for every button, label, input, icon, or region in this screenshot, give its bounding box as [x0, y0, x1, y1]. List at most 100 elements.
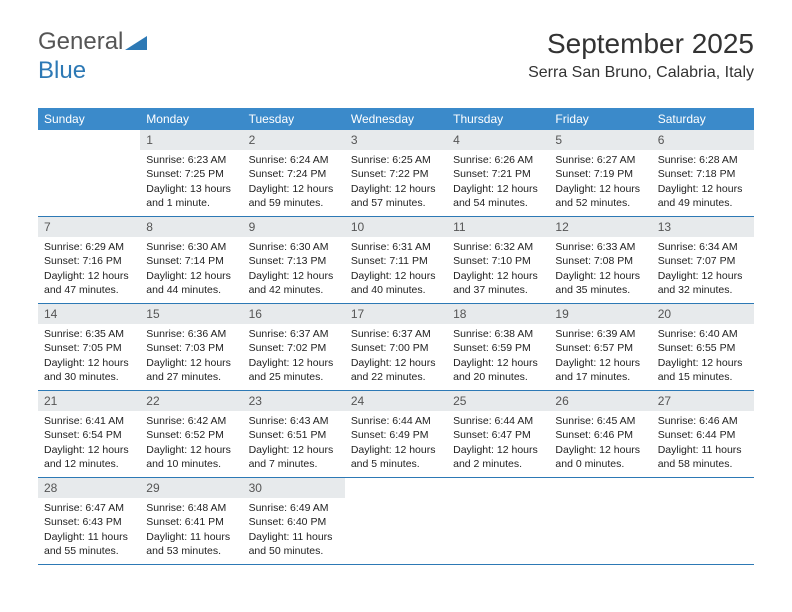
day-number: 13: [652, 217, 754, 237]
day-cell: 19Sunrise: 6:39 AMSunset: 6:57 PMDayligh…: [549, 304, 651, 390]
sunset-text: Sunset: 7:05 PM: [44, 341, 134, 355]
day-number: 4: [447, 130, 549, 150]
dow-sunday: Sunday: [38, 108, 140, 130]
day-number: 27: [652, 391, 754, 411]
day-cell: 16Sunrise: 6:37 AMSunset: 7:02 PMDayligh…: [243, 304, 345, 390]
sunset-text: Sunset: 7:19 PM: [555, 167, 645, 181]
sunset-text: Sunset: 6:57 PM: [555, 341, 645, 355]
dow-tuesday: Tuesday: [243, 108, 345, 130]
dow-saturday: Saturday: [652, 108, 754, 130]
day-number: 2: [243, 130, 345, 150]
day-number: 25: [447, 391, 549, 411]
sunset-text: Sunset: 6:54 PM: [44, 428, 134, 442]
day-cell: 5Sunrise: 6:27 AMSunset: 7:19 PMDaylight…: [549, 130, 651, 216]
sunrise-text: Sunrise: 6:48 AM: [146, 501, 236, 515]
day-body: Sunrise: 6:37 AMSunset: 7:00 PMDaylight:…: [345, 324, 447, 390]
sunrise-text: Sunrise: 6:42 AM: [146, 414, 236, 428]
daylight-text: Daylight: 12 hours and 42 minutes.: [249, 269, 339, 297]
day-body: Sunrise: 6:44 AMSunset: 6:49 PMDaylight:…: [345, 411, 447, 477]
daylight-text: Daylight: 12 hours and 10 minutes.: [146, 443, 236, 471]
sunset-text: Sunset: 7:18 PM: [658, 167, 748, 181]
sunset-text: Sunset: 6:52 PM: [146, 428, 236, 442]
day-cell: [447, 478, 549, 564]
weeks-container: 1Sunrise: 6:23 AMSunset: 7:25 PMDaylight…: [38, 130, 754, 565]
sunset-text: Sunset: 7:21 PM: [453, 167, 543, 181]
day-number: 28: [38, 478, 140, 498]
sunset-text: Sunset: 7:10 PM: [453, 254, 543, 268]
sunrise-text: Sunrise: 6:29 AM: [44, 240, 134, 254]
day-cell: 17Sunrise: 6:37 AMSunset: 7:00 PMDayligh…: [345, 304, 447, 390]
day-number: 20: [652, 304, 754, 324]
sunset-text: Sunset: 6:41 PM: [146, 515, 236, 529]
sunrise-text: Sunrise: 6:27 AM: [555, 153, 645, 167]
sunset-text: Sunset: 6:49 PM: [351, 428, 441, 442]
sunrise-text: Sunrise: 6:30 AM: [249, 240, 339, 254]
sunset-text: Sunset: 7:00 PM: [351, 341, 441, 355]
dow-thursday: Thursday: [447, 108, 549, 130]
dow-monday: Monday: [140, 108, 242, 130]
sunrise-text: Sunrise: 6:25 AM: [351, 153, 441, 167]
daylight-text: Daylight: 12 hours and 0 minutes.: [555, 443, 645, 471]
day-cell: 18Sunrise: 6:38 AMSunset: 6:59 PMDayligh…: [447, 304, 549, 390]
daylight-text: Daylight: 12 hours and 20 minutes.: [453, 356, 543, 384]
sunset-text: Sunset: 7:16 PM: [44, 254, 134, 268]
day-cell: 24Sunrise: 6:44 AMSunset: 6:49 PMDayligh…: [345, 391, 447, 477]
daylight-text: Daylight: 12 hours and 37 minutes.: [453, 269, 543, 297]
day-body: Sunrise: 6:25 AMSunset: 7:22 PMDaylight:…: [345, 150, 447, 216]
day-number: 14: [38, 304, 140, 324]
sunrise-text: Sunrise: 6:37 AM: [249, 327, 339, 341]
dow-friday: Friday: [549, 108, 651, 130]
day-body: Sunrise: 6:26 AMSunset: 7:21 PMDaylight:…: [447, 150, 549, 216]
daylight-text: Daylight: 12 hours and 2 minutes.: [453, 443, 543, 471]
sunset-text: Sunset: 6:44 PM: [658, 428, 748, 442]
day-cell: [345, 478, 447, 564]
sunrise-text: Sunrise: 6:33 AM: [555, 240, 645, 254]
day-body: Sunrise: 6:43 AMSunset: 6:51 PMDaylight:…: [243, 411, 345, 477]
sunrise-text: Sunrise: 6:23 AM: [146, 153, 236, 167]
daylight-text: Daylight: 11 hours and 53 minutes.: [146, 530, 236, 558]
day-cell: 1Sunrise: 6:23 AMSunset: 7:25 PMDaylight…: [140, 130, 242, 216]
day-body: Sunrise: 6:35 AMSunset: 7:05 PMDaylight:…: [38, 324, 140, 390]
day-number: 15: [140, 304, 242, 324]
sunrise-text: Sunrise: 6:34 AM: [658, 240, 748, 254]
daylight-text: Daylight: 11 hours and 50 minutes.: [249, 530, 339, 558]
daylight-text: Daylight: 12 hours and 25 minutes.: [249, 356, 339, 384]
sunrise-text: Sunrise: 6:41 AM: [44, 414, 134, 428]
day-body: Sunrise: 6:40 AMSunset: 6:55 PMDaylight:…: [652, 324, 754, 390]
day-number: 16: [243, 304, 345, 324]
sunset-text: Sunset: 7:24 PM: [249, 167, 339, 181]
daylight-text: Daylight: 12 hours and 52 minutes.: [555, 182, 645, 210]
daylight-text: Daylight: 11 hours and 55 minutes.: [44, 530, 134, 558]
day-body: Sunrise: 6:49 AMSunset: 6:40 PMDaylight:…: [243, 498, 345, 564]
day-number: 3: [345, 130, 447, 150]
daylight-text: Daylight: 12 hours and 35 minutes.: [555, 269, 645, 297]
sunset-text: Sunset: 7:07 PM: [658, 254, 748, 268]
sunset-text: Sunset: 6:47 PM: [453, 428, 543, 442]
day-of-week-row: Sunday Monday Tuesday Wednesday Thursday…: [38, 108, 754, 130]
daylight-text: Daylight: 12 hours and 54 minutes.: [453, 182, 543, 210]
sunrise-text: Sunrise: 6:38 AM: [453, 327, 543, 341]
day-body: Sunrise: 6:27 AMSunset: 7:19 PMDaylight:…: [549, 150, 651, 216]
day-body: [652, 482, 754, 491]
day-cell: [549, 478, 651, 564]
sunset-text: Sunset: 6:43 PM: [44, 515, 134, 529]
daylight-text: Daylight: 12 hours and 30 minutes.: [44, 356, 134, 384]
sunset-text: Sunset: 7:25 PM: [146, 167, 236, 181]
day-cell: 4Sunrise: 6:26 AMSunset: 7:21 PMDaylight…: [447, 130, 549, 216]
day-cell: 13Sunrise: 6:34 AMSunset: 7:07 PMDayligh…: [652, 217, 754, 303]
day-body: Sunrise: 6:32 AMSunset: 7:10 PMDaylight:…: [447, 237, 549, 303]
sunset-text: Sunset: 6:51 PM: [249, 428, 339, 442]
day-body: Sunrise: 6:28 AMSunset: 7:18 PMDaylight:…: [652, 150, 754, 216]
dow-wednesday: Wednesday: [345, 108, 447, 130]
sunset-text: Sunset: 6:46 PM: [555, 428, 645, 442]
sunrise-text: Sunrise: 6:47 AM: [44, 501, 134, 515]
day-number: 12: [549, 217, 651, 237]
sunrise-text: Sunrise: 6:43 AM: [249, 414, 339, 428]
sunrise-text: Sunrise: 6:40 AM: [658, 327, 748, 341]
day-body: Sunrise: 6:33 AMSunset: 7:08 PMDaylight:…: [549, 237, 651, 303]
day-number: 18: [447, 304, 549, 324]
sunrise-text: Sunrise: 6:30 AM: [146, 240, 236, 254]
day-cell: 29Sunrise: 6:48 AMSunset: 6:41 PMDayligh…: [140, 478, 242, 564]
day-cell: 30Sunrise: 6:49 AMSunset: 6:40 PMDayligh…: [243, 478, 345, 564]
sunrise-text: Sunrise: 6:45 AM: [555, 414, 645, 428]
